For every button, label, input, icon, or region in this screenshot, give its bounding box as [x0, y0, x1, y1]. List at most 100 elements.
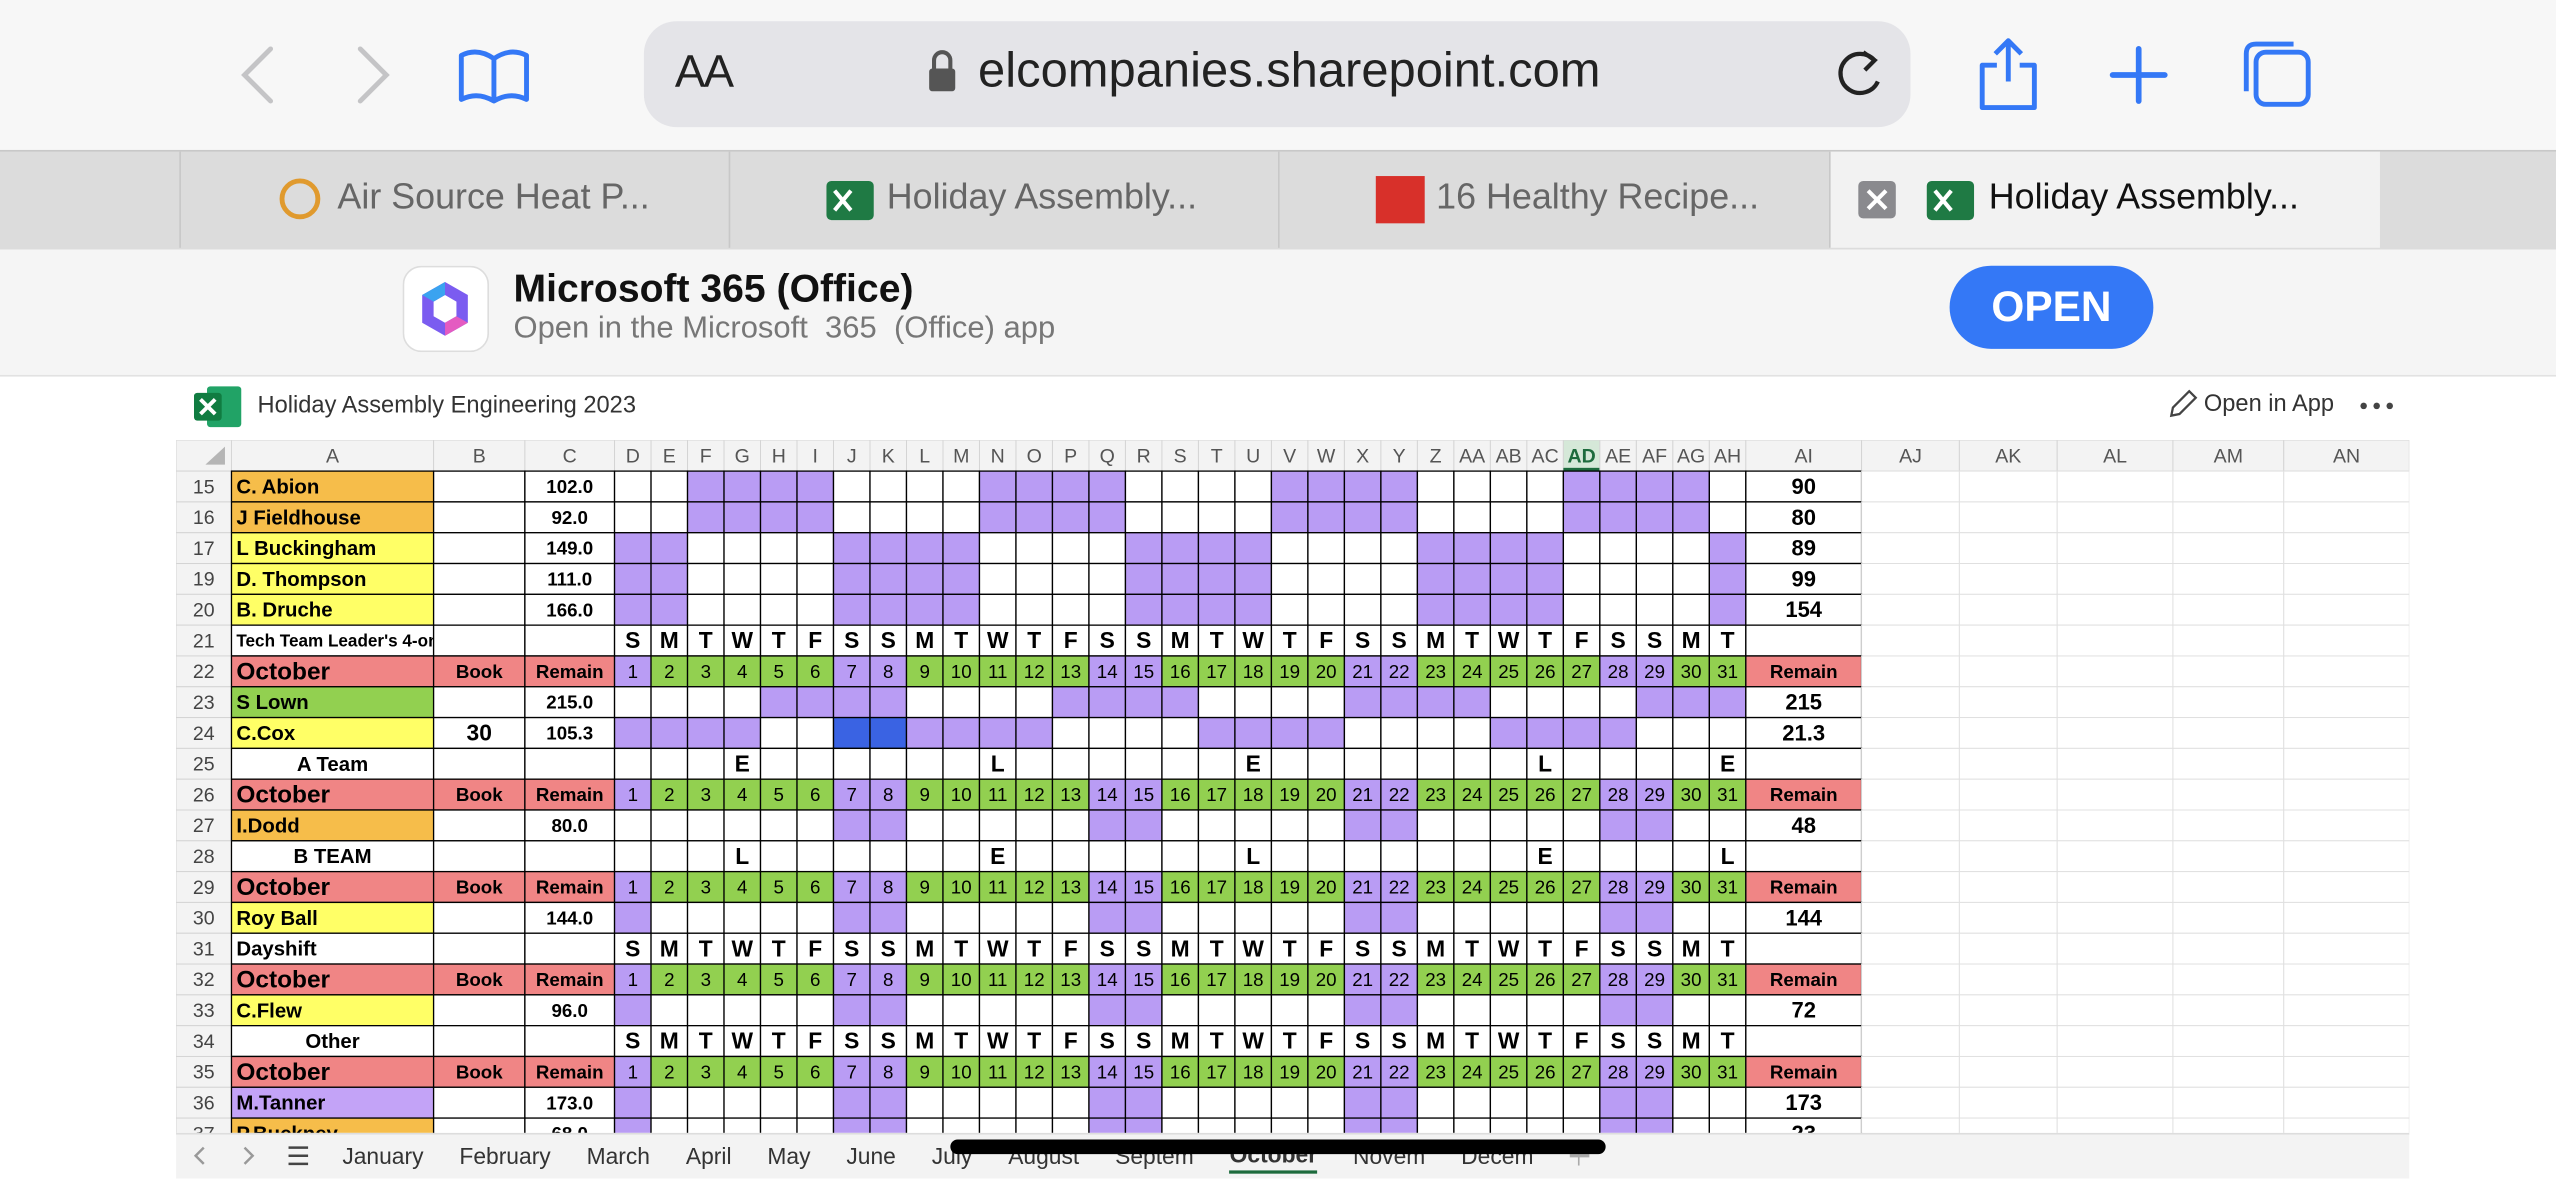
empty-cell[interactable]: [1861, 563, 1960, 595]
day-cell[interactable]: [613, 562, 652, 595]
day-cell[interactable]: [1088, 1055, 1127, 1088]
day-cell[interactable]: [1489, 655, 1528, 688]
day-cell[interactable]: [1708, 994, 1747, 1027]
day-cell[interactable]: [1599, 901, 1638, 934]
day-cell[interactable]: [650, 686, 689, 719]
empty-cell[interactable]: [1861, 901, 1960, 934]
empty-cell[interactable]: [2283, 624, 2410, 657]
empty-cell[interactable]: [1958, 1086, 2058, 1119]
column-header[interactable]: [433, 440, 526, 472]
cell[interactable]: [432, 624, 526, 657]
day-cell[interactable]: [613, 716, 652, 750]
day-cell[interactable]: [832, 655, 871, 688]
day-cell[interactable]: [905, 901, 944, 934]
day-cell[interactable]: [1307, 840, 1346, 873]
day-cell[interactable]: [832, 716, 871, 750]
day-cell[interactable]: [613, 686, 652, 719]
day-cell[interactable]: [1161, 716, 1200, 750]
day-cell[interactable]: [942, 532, 981, 565]
day-cell[interactable]: [650, 870, 689, 904]
day-cell[interactable]: [1051, 747, 1090, 780]
day-cell[interactable]: [869, 963, 908, 996]
day-cell[interactable]: [869, 840, 908, 873]
empty-cell[interactable]: [2056, 470, 2174, 503]
day-cell[interactable]: [1672, 562, 1710, 595]
day-cell[interactable]: [1161, 1117, 1200, 1133]
day-cell[interactable]: [759, 532, 798, 565]
empty-cell[interactable]: [1958, 686, 2058, 719]
day-cell[interactable]: [942, 809, 981, 842]
day-cell[interactable]: [1051, 501, 1090, 534]
day-cell[interactable]: [1489, 963, 1528, 996]
cell[interactable]: [432, 1117, 526, 1133]
day-cell[interactable]: [1307, 870, 1346, 904]
day-cell[interactable]: [832, 1055, 871, 1088]
column-header[interactable]: [1051, 440, 1090, 472]
day-cell[interactable]: [1708, 532, 1747, 565]
day-cell[interactable]: [978, 562, 1017, 595]
day-cell[interactable]: [686, 716, 725, 750]
day-cell[interactable]: [1562, 562, 1601, 595]
day-cell[interactable]: [650, 716, 689, 750]
cell[interactable]: [1745, 716, 1863, 750]
day-cell[interactable]: [942, 1117, 981, 1133]
cell[interactable]: [432, 686, 526, 719]
day-cell[interactable]: [1672, 532, 1710, 565]
day-cell[interactable]: [978, 1086, 1017, 1119]
column-header[interactable]: [1088, 440, 1126, 472]
empty-cell[interactable]: [2056, 655, 2174, 688]
day-cell[interactable]: [1307, 994, 1346, 1027]
cell[interactable]: [524, 1025, 616, 1058]
day-cell[interactable]: [1489, 809, 1528, 842]
day-cell[interactable]: [1453, 562, 1492, 595]
day-cell[interactable]: [723, 501, 762, 534]
day-cell[interactable]: [650, 501, 689, 534]
empty-cell[interactable]: [1958, 624, 2058, 657]
day-cell[interactable]: [1161, 686, 1200, 719]
day-cell[interactable]: [869, 747, 908, 780]
day-cell[interactable]: [686, 562, 725, 595]
day-cell[interactable]: [1672, 1025, 1710, 1058]
day-cell[interactable]: [942, 932, 981, 965]
day-cell[interactable]: [1526, 470, 1565, 503]
day-cell[interactable]: [1599, 994, 1638, 1027]
day-cell[interactable]: [1197, 901, 1236, 934]
day-cell[interactable]: [1453, 840, 1492, 873]
day-cell[interactable]: [905, 1055, 944, 1088]
browser-tab[interactable]: [179, 151, 730, 248]
column-header[interactable]: [650, 440, 689, 472]
empty-cell[interactable]: [1958, 593, 2058, 626]
cell[interactable]: [230, 901, 435, 934]
day-cell[interactable]: [1708, 501, 1747, 534]
day-cell[interactable]: [1234, 994, 1273, 1027]
day-cell[interactable]: [1088, 532, 1127, 565]
day-cell[interactable]: [1234, 716, 1273, 750]
day-cell[interactable]: [796, 932, 835, 965]
browser-tab[interactable]: [1277, 151, 1829, 248]
day-cell[interactable]: [1161, 655, 1200, 688]
day-cell[interactable]: [1526, 809, 1565, 842]
day-cell[interactable]: [650, 840, 689, 873]
day-cell[interactable]: [1124, 747, 1163, 780]
day-cell[interactable]: [978, 870, 1017, 904]
day-cell[interactable]: [1234, 562, 1273, 595]
day-cell[interactable]: [1015, 809, 1054, 842]
day-cell[interactable]: [1526, 562, 1565, 595]
day-cell[interactable]: [1672, 1055, 1710, 1088]
day-cell[interactable]: [1307, 778, 1346, 811]
empty-cell[interactable]: [2172, 809, 2285, 842]
day-cell[interactable]: [1124, 901, 1163, 934]
day-cell[interactable]: [869, 593, 908, 626]
day-cell[interactable]: [1489, 1086, 1528, 1119]
day-cell[interactable]: [1526, 1117, 1565, 1133]
day-cell[interactable]: [1672, 686, 1710, 719]
day-cell[interactable]: [759, 562, 798, 595]
day-cell[interactable]: [650, 932, 689, 965]
day-cell[interactable]: [978, 716, 1017, 750]
day-cell[interactable]: [942, 470, 981, 503]
cell[interactable]: [524, 994, 616, 1027]
day-cell[interactable]: [832, 686, 871, 719]
day-cell[interactable]: [1197, 532, 1236, 565]
day-cell[interactable]: [942, 716, 981, 750]
day-cell[interactable]: [1343, 1086, 1382, 1119]
